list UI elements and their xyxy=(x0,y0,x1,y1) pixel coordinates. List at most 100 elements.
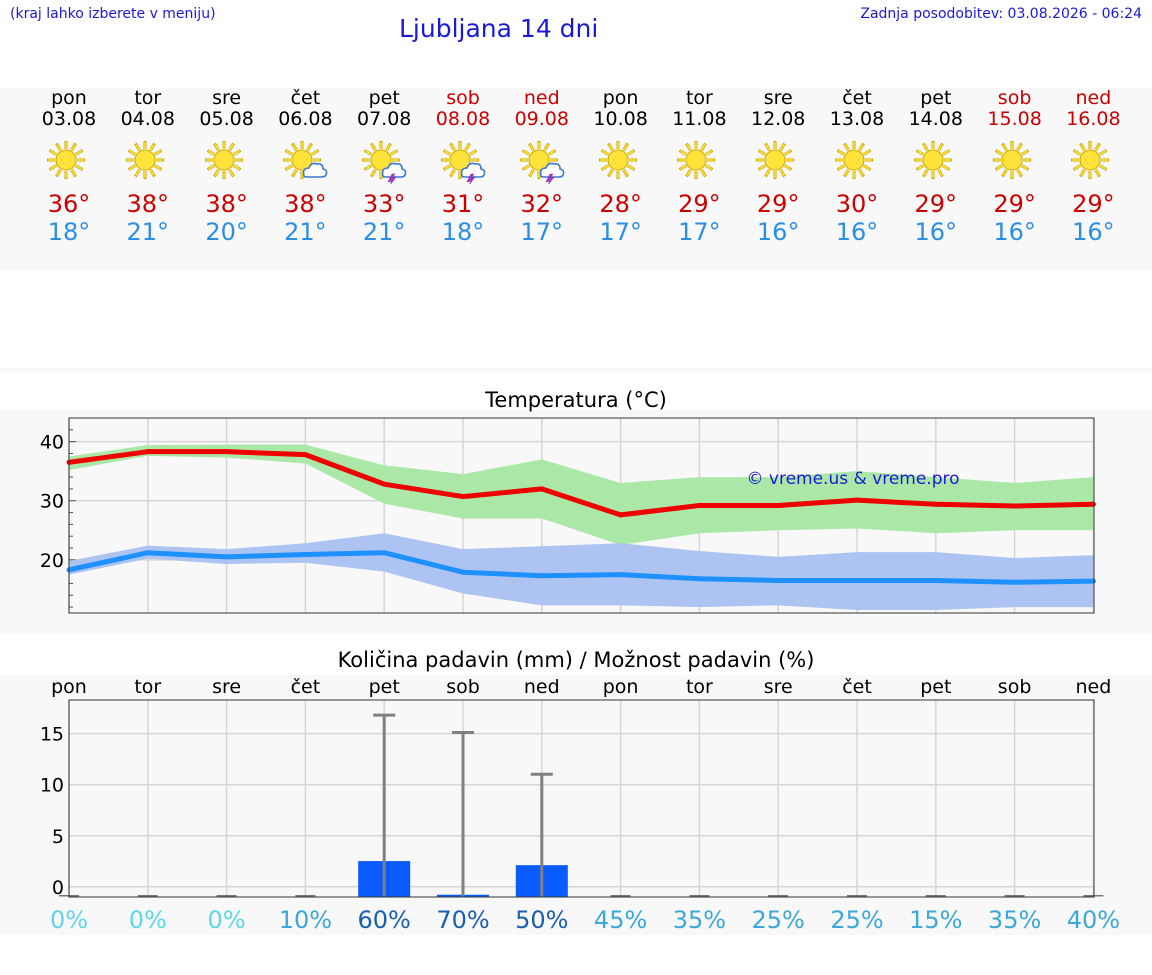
day-name: sre xyxy=(763,87,793,109)
min-temperature-point xyxy=(539,573,545,579)
max-temperature-point xyxy=(775,502,781,508)
day-name: pet xyxy=(920,87,952,109)
max-temperature-range-band xyxy=(69,444,1094,546)
day-date: 08.08 xyxy=(435,108,491,130)
y-tick-label: 20 xyxy=(40,550,64,572)
x-tick-label: tor xyxy=(685,676,713,698)
min-temperature: 16° xyxy=(1072,218,1115,246)
min-temperature-point xyxy=(933,578,939,583)
max-temperature: 30° xyxy=(835,190,879,218)
x-tick-label: sre xyxy=(212,676,242,698)
min-temperature: 17° xyxy=(678,218,721,246)
x-tick-label: tor xyxy=(134,676,162,698)
min-temperature-point xyxy=(618,572,624,578)
precipitation-probability: 40% xyxy=(1066,906,1121,934)
x-tick-label: pet xyxy=(368,676,400,698)
sun-icon xyxy=(835,141,873,179)
x-tick-label: pon xyxy=(51,676,87,698)
min-temperature-point xyxy=(460,569,466,575)
day-column: pet 07.08 33° 21° xyxy=(344,87,424,247)
min-temperature-point xyxy=(696,576,702,582)
max-temperature: 32° xyxy=(520,190,564,218)
y-tick-label: 5 xyxy=(52,826,64,848)
day-column: pet 14.08 29° 16° xyxy=(896,87,976,247)
day-column: pon 03.08 36° 18° xyxy=(29,88,109,247)
min-temperature: 18° xyxy=(47,218,91,246)
day-name: ned xyxy=(523,87,560,109)
precipitation-probability: 10% xyxy=(278,906,333,934)
location-hint: (kraj lahko izberete v meniju) xyxy=(10,6,216,22)
day-name: čet xyxy=(290,87,321,109)
min-temperature-point xyxy=(224,554,230,560)
day-name: sob xyxy=(997,87,1032,109)
forecast-band xyxy=(0,88,1152,270)
sun-storm-icon xyxy=(362,141,407,184)
max-temperature-line xyxy=(68,449,1094,518)
max-temperature-point xyxy=(854,497,860,503)
min-temperature-point xyxy=(145,550,151,556)
max-temperature-point xyxy=(696,502,702,508)
precipitation-probability: 25% xyxy=(751,906,805,934)
max-temperature-point xyxy=(224,449,230,455)
min-temperature-point xyxy=(302,552,308,557)
day-name: pet xyxy=(368,87,400,109)
day-name: tor xyxy=(134,87,162,109)
x-tick-label: sob xyxy=(446,676,480,698)
sun-icon xyxy=(913,141,952,179)
max-temperature-point xyxy=(460,494,466,500)
temperature-chart-title: Temperatura (°C) xyxy=(485,388,667,412)
max-temperature: 28° xyxy=(599,190,642,218)
sun-icon xyxy=(756,141,795,179)
day-name: pon xyxy=(602,87,639,109)
y-tick-label: 0 xyxy=(52,877,64,899)
max-temperature: 38° xyxy=(284,190,327,218)
day-date: 03.08 xyxy=(41,108,97,130)
day-date: 16.08 xyxy=(1066,108,1121,130)
day-date: 04.08 xyxy=(120,108,175,130)
min-temperature: 21° xyxy=(284,218,327,246)
x-tick-label: ned xyxy=(1075,676,1112,698)
last-updated: Zadnja posodobitev: 03.08.2026 - 06:24 xyxy=(860,6,1142,22)
min-temperature: 16° xyxy=(756,218,800,246)
day-column: ned 09.08 32° 17° xyxy=(502,87,582,247)
day-column: čet 06.08 38° 21° xyxy=(265,87,345,247)
day-column: sob 08.08 31° 18° xyxy=(423,88,503,247)
sun-storm-icon xyxy=(441,141,486,184)
max-temperature: 29° xyxy=(914,190,958,218)
y-tick-label: 15 xyxy=(40,724,64,746)
max-temperature: 38° xyxy=(205,190,248,218)
day-name: tor xyxy=(685,87,713,109)
day-column: sre 05.08 38° 20° xyxy=(187,88,267,247)
max-temperature-point xyxy=(1012,503,1018,509)
x-tick-label: pon xyxy=(602,676,639,698)
day-date: 09.08 xyxy=(514,108,569,130)
day-column: čet 13.08 30° 16° xyxy=(817,87,897,247)
sun-cloud-icon xyxy=(283,141,328,179)
max-temperature: 36° xyxy=(47,190,91,218)
day-column: ned 16.08 29° 16° xyxy=(1053,88,1133,247)
x-tick-label: sre xyxy=(763,676,793,698)
min-temperature: 16° xyxy=(914,218,958,246)
precipitation-probability: 50% xyxy=(515,906,569,934)
sun-icon xyxy=(598,141,637,179)
day-column: sre 12.08 29° 16° xyxy=(738,87,818,247)
max-temperature: 29° xyxy=(678,190,721,218)
day-column: sob 15.08 29° 16° xyxy=(975,87,1055,247)
day-column: tor 04.08 38° 21° xyxy=(108,87,188,247)
min-temperature: 16° xyxy=(835,218,879,246)
precipitation-probability: 25% xyxy=(830,906,884,934)
min-temperature: 18° xyxy=(441,218,485,246)
max-temperature: 29° xyxy=(1072,190,1115,218)
day-date: 10.08 xyxy=(593,108,648,130)
day-date: 05.08 xyxy=(199,108,254,130)
min-temperature-point xyxy=(854,578,860,583)
max-temperature-point xyxy=(539,486,545,492)
min-temperature: 21° xyxy=(126,218,170,246)
precipitation-probability: 35% xyxy=(672,906,727,934)
day-name: čet xyxy=(842,87,872,109)
day-column: tor 11.08 29° 17° xyxy=(659,87,739,247)
sun-icon xyxy=(125,141,164,179)
day-date: 06.08 xyxy=(278,108,333,130)
min-temperature-line xyxy=(68,550,1094,585)
